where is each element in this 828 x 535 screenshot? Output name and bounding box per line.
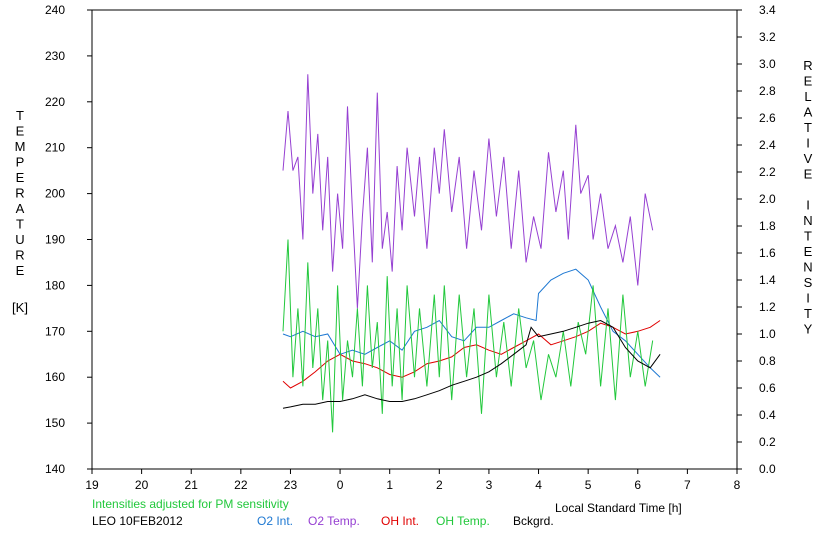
right-axis-letter: E [804,74,813,89]
right-axis-letter: A [804,105,813,120]
left-axis-letter: E [16,263,25,278]
left-axis-letter: R [15,186,24,201]
right-axis-letter: E [804,167,813,182]
right-axis-letter: L [804,89,811,104]
x-tick-label: 23 [284,478,298,492]
left-y-tick-label: 180 [45,278,65,292]
left-y-tick-label: 170 [45,324,65,338]
right-axis-letter: E [804,244,813,259]
station-label: LEO 10FEB2012 [92,514,183,528]
right-y-tick-label: 3.4 [759,3,776,17]
series-line-o2-int [282,268,661,378]
x-tick-label: 7 [684,478,691,492]
right-axis-letter: I [806,198,810,213]
right-y-tick-label: 2.8 [759,84,776,98]
left-axis-letter: M [15,139,26,154]
x-tick-label: 1 [386,478,393,492]
x-tick-label: 21 [185,478,199,492]
pm-sensitivity-note: Intensities adjusted for PM sensitivity [92,497,289,511]
right-y-tick-label: 2.4 [759,138,776,152]
right-y-tick-label: 2.0 [759,192,776,206]
left-axis-letter: U [15,232,24,247]
right-y-tick-label: 0.0 [759,462,776,476]
right-y-tick-label: 1.0 [759,327,776,341]
x-axis-label: Local Standard Time [h] [555,501,682,515]
right-axis-letter: R [803,58,812,73]
legend-entry: O2 Int. [257,514,293,528]
right-y-tick-label: 0.4 [759,408,776,422]
left-axis-letter: T [16,108,24,123]
left-y-tick-label: 240 [45,3,65,17]
right-axis-letter: T [804,229,812,244]
left-axis-letter: E [16,170,25,185]
x-tick-label: 20 [135,478,149,492]
x-tick-label: 0 [337,478,344,492]
right-axis-letter: V [804,151,813,166]
series-line-oh-temp [282,239,654,433]
x-axis: 19 20 21 22 23 0 1 2 3 4 5 6 7 8 [85,469,741,492]
left-axis-letter: R [15,248,24,263]
left-y-tick-label: 210 [45,141,65,155]
left-y-tick-label: 220 [45,95,65,109]
legend: O2 Int. O2 Temp. OH Int. OH Temp. Bckgrd. [257,514,554,528]
right-y-tick-label: 1.2 [759,300,776,314]
right-y-tick-label: 0.2 [759,435,776,449]
legend-entry: OH Int. [381,514,419,528]
plot-frame [91,9,738,470]
x-tick-label: 2 [436,478,443,492]
series-line-bckgrd [282,319,661,409]
right-y-axis: 0.0 0.2 0.4 0.6 0.8 1.0 1.2 1.4 1.6 1.8 2.0 2.2 2.4 2… [737,3,776,476]
right-y-tick-label: 1.6 [759,246,776,260]
right-y-tick-label: 2.2 [759,165,776,179]
series-layer [282,74,661,433]
x-tick-label: 22 [234,478,248,492]
series-line-o2-temp [282,74,654,309]
x-tick-label: 8 [734,478,741,492]
right-y-tick-label: 3.0 [759,57,776,71]
right-axis-letter: I [806,136,810,151]
x-tick-label: 6 [634,478,641,492]
right-axis-letter: T [804,120,812,135]
left-axis-letter: T [16,217,24,232]
legend-entry: Bckgrd. [513,514,554,528]
right-axis-letter: T [804,306,812,321]
left-y-tick-label: 230 [45,49,65,63]
right-axis-letter: N [803,260,812,275]
right-y-tick-label: 1.8 [759,219,776,233]
left-y-tick-label: 190 [45,233,65,247]
left-axis-letter: P [16,155,25,170]
legend-entry: O2 Temp. [308,514,360,528]
right-axis-letter: I [806,291,810,306]
left-axis-unit: [K] [12,300,28,315]
left-axis-letter: E [16,124,25,139]
left-y-axis: 140 150 160 170 180 190 200 210 220 230 240 [45,3,92,476]
right-y-tick-label: 3.2 [759,30,776,44]
left-y-tick-label: 140 [45,462,65,476]
right-y-tick-label: 1.4 [759,273,776,287]
left-y-tick-label: 150 [45,416,65,430]
x-tick-label: 4 [535,478,542,492]
right-y-tick-label: 0.8 [759,354,776,368]
left-axis-letter: A [16,201,25,216]
right-axis-letter: S [804,275,813,290]
right-y-tick-label: 2.6 [759,111,776,125]
left-y-tick-label: 160 [45,370,65,384]
x-tick-label: 3 [486,478,493,492]
x-tick-label: 19 [85,478,99,492]
legend-entry: OH Temp. [436,514,490,528]
left-y-tick-label: 200 [45,187,65,201]
right-axis-letter: Y [804,322,813,337]
right-y-tick-label: 0.6 [759,381,776,395]
right-axis-letter: N [803,213,812,228]
x-tick-label: 5 [585,478,592,492]
